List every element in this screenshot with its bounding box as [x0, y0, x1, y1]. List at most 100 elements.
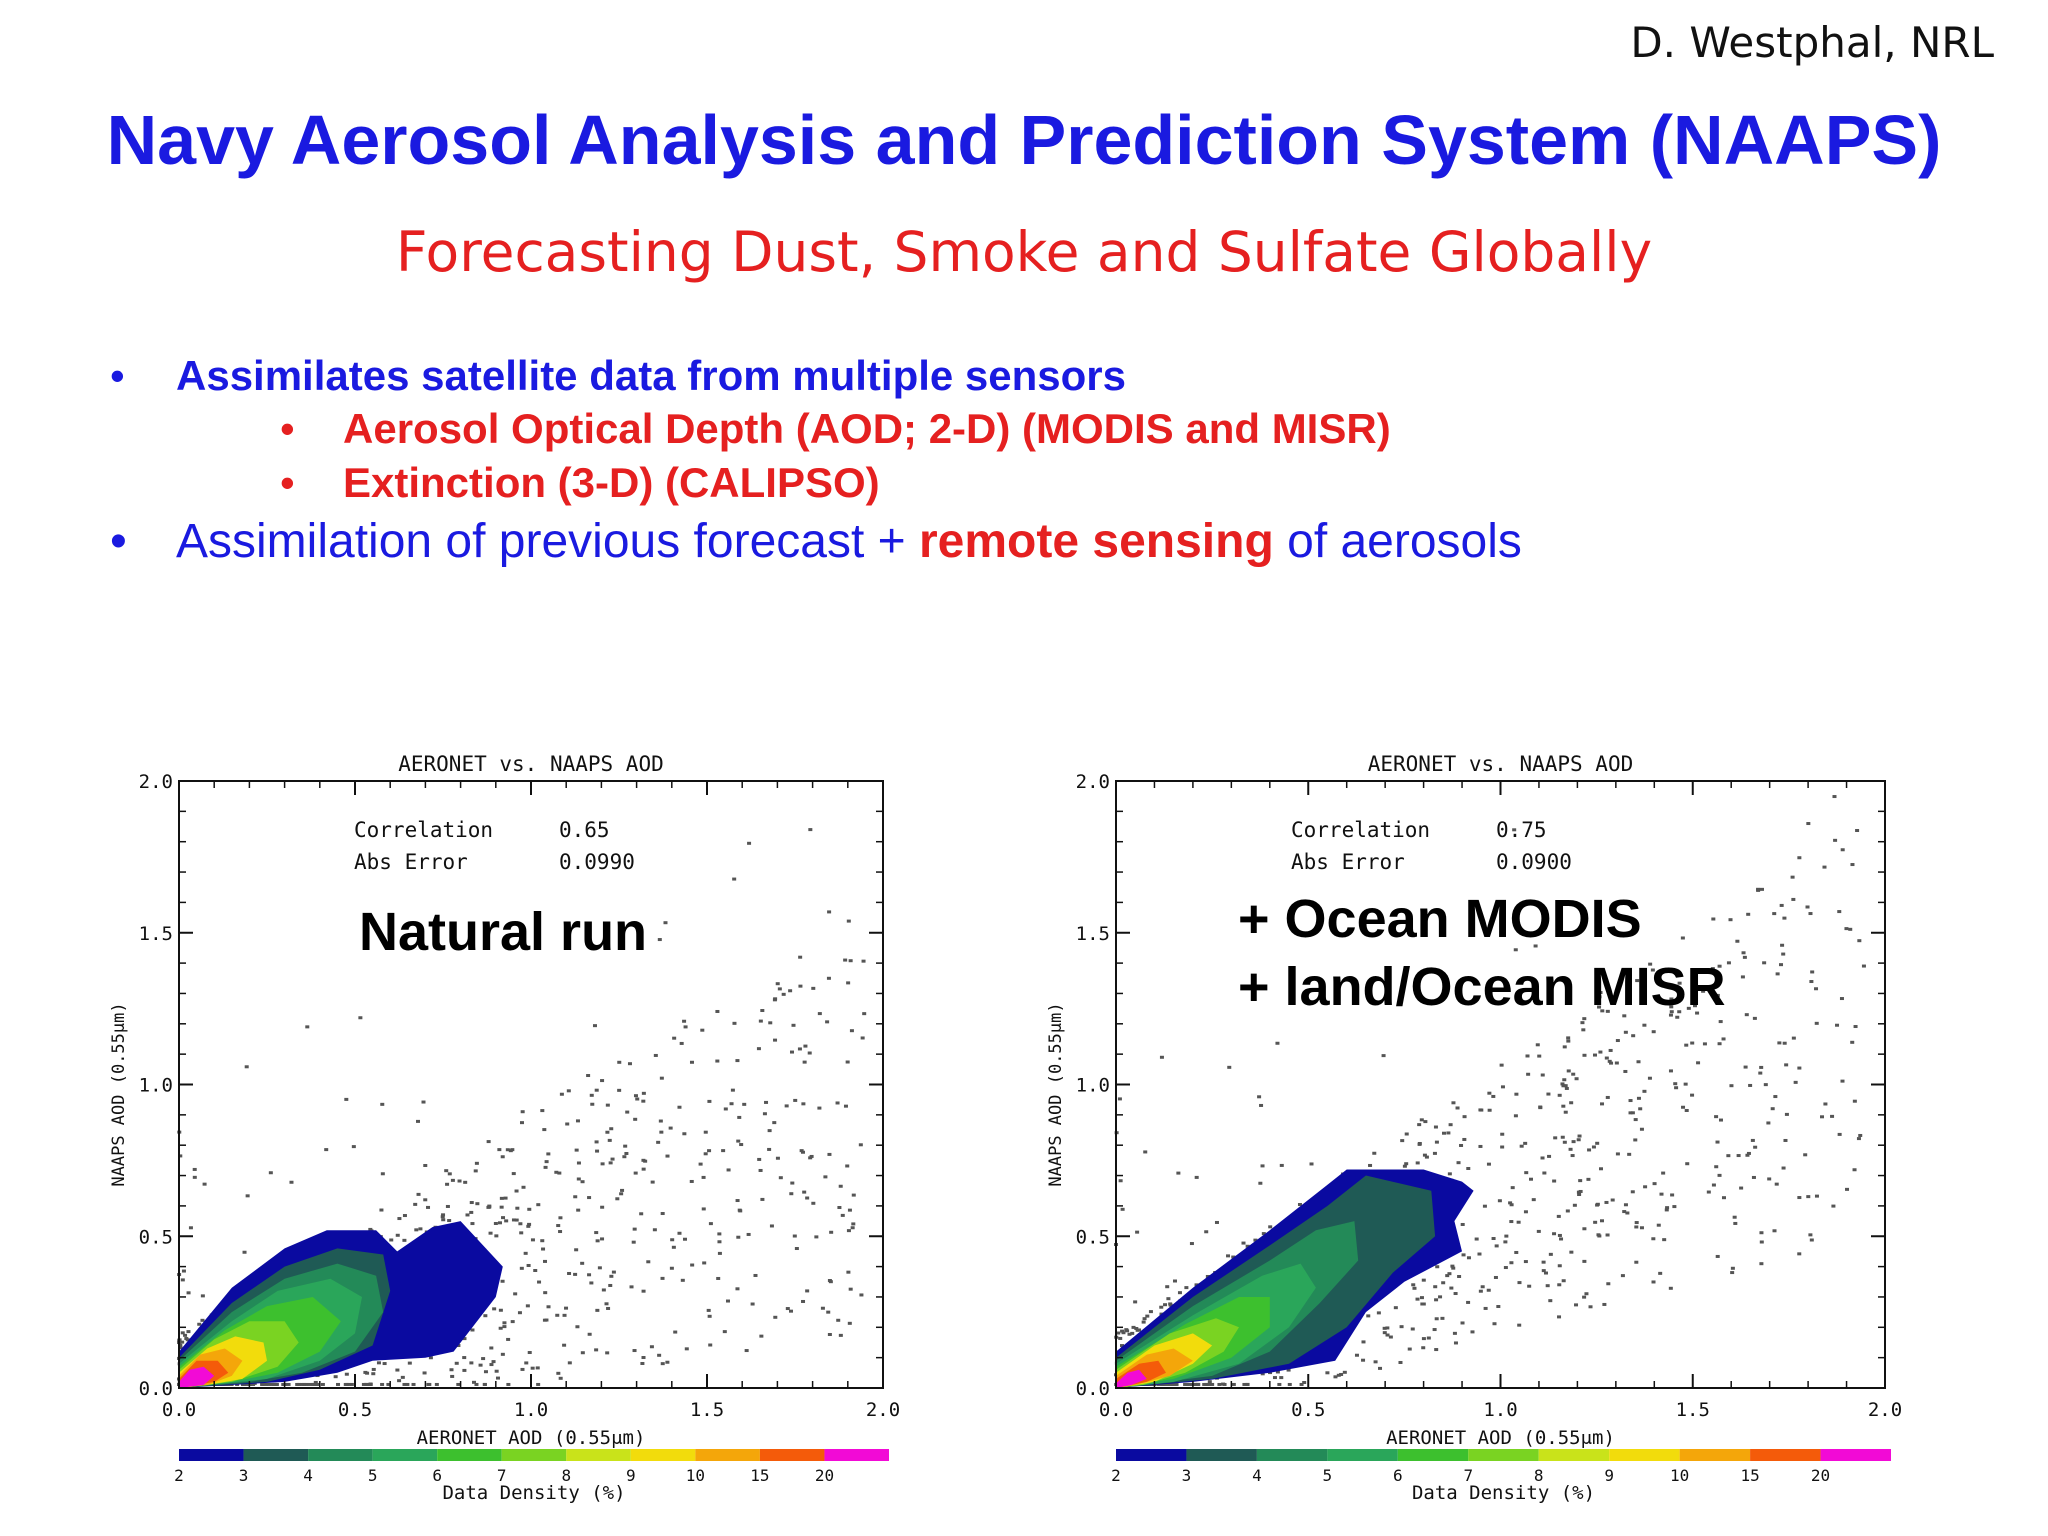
plot-2-scatter-point [1159, 1055, 1164, 1059]
plot-1-scatter-point [633, 1094, 638, 1098]
plot-1-scatter-point [441, 1213, 446, 1217]
plot-1-stat-label: Correlation [354, 818, 493, 842]
plot-2-scatter-point [1673, 1082, 1678, 1086]
plot-1-scatter-point [555, 1313, 560, 1317]
plot-2-scatter-point [1793, 1080, 1798, 1084]
plot-1-colorbar-label: 4 [303, 1466, 313, 1485]
plot-2-scatter-point [1651, 1237, 1656, 1241]
plot-2-scatter-point [1814, 987, 1819, 991]
plot-1-scatter-point [421, 1100, 426, 1104]
plot-2-annotation-line: + Ocean MODIS [1238, 889, 1642, 949]
plot-1-scatter-point [736, 1235, 741, 1239]
plot-1-scatter-point [658, 1119, 663, 1123]
plot-2-scatter-point [1419, 1296, 1424, 1300]
plot-2-scatter-point [1164, 1382, 1169, 1386]
plot-2-scatter-point [1674, 1086, 1679, 1090]
plot-2-scatter-point [1753, 1145, 1758, 1149]
plot-2-scatter-point [1557, 1283, 1562, 1287]
plot-2-scatter-point [1142, 1317, 1147, 1321]
plot-2-scatter-point [1546, 1092, 1551, 1096]
plot-1-scatter-point [594, 1088, 599, 1092]
plot-2-scatter-point [1163, 1303, 1168, 1307]
plot-1-scatter-point [558, 1230, 563, 1234]
plot-1-scatter-point [847, 1208, 852, 1212]
plot-2-scatter-point [1692, 1004, 1697, 1008]
plot-1-scatter-point [690, 1263, 695, 1267]
plot-1-scatter-point [850, 1226, 855, 1230]
plot-2-scatter-point [1690, 1041, 1695, 1045]
plot-2-scatter-point [1523, 1210, 1528, 1214]
plot-2-scatter-point [1519, 1144, 1524, 1148]
plot-1-scatter-point [798, 984, 803, 988]
plot-1-scatter-point [445, 1204, 450, 1208]
bullet-1: Assimilates satellite data from multiple… [176, 352, 1127, 399]
plot-2-scatter-point [1721, 1037, 1726, 1041]
plot-2-scatter-point [1661, 1171, 1666, 1175]
plot-2-scatter-point [1759, 1231, 1764, 1235]
plot-1-scatter-point [587, 1273, 592, 1277]
plot-2-scatter-point [1231, 1382, 1236, 1386]
plot-1-scatter-point [513, 1292, 518, 1296]
plot-1-scatter-point [768, 1021, 773, 1025]
plot-1-scatter-point [717, 1251, 722, 1255]
plot-2-scatter-point [1773, 1095, 1778, 1099]
plot-1-scatter-point [735, 1199, 740, 1203]
plot-2-scatter-point [1634, 1225, 1639, 1229]
plot-2-scatter-point [1483, 1306, 1488, 1310]
plot-2-scatter-point [1582, 1227, 1587, 1231]
plot-2-scatter-point [1491, 1094, 1496, 1098]
plot-2-scatter-point [1258, 1181, 1263, 1185]
plot-1-scatter-point [178, 1346, 183, 1350]
plot-2-y-tick-label: 1.0 [1076, 1075, 1110, 1097]
plot-2-scatter-point [1680, 936, 1685, 940]
plot-2-scatter-point [1833, 838, 1838, 842]
plot-1-scatter-point [440, 1215, 445, 1219]
plot-2-scatter-point [1732, 1215, 1737, 1219]
plot-2-scatter-point [1309, 1162, 1314, 1166]
plot-2-scatter-point [1336, 1373, 1341, 1377]
plot-2-scatter-point [1639, 1127, 1644, 1131]
plot-1-scatter-point [672, 1036, 677, 1040]
plot-1-scatter-point [541, 1247, 546, 1251]
plot-2-scatter-point [1739, 1186, 1744, 1190]
plot-2-colorbar-swatch [1468, 1449, 1539, 1461]
plot-2-scatter-point [1160, 1382, 1165, 1386]
plot-2-scatter-point [1556, 1214, 1561, 1218]
plot-1-scatter-point [798, 955, 803, 959]
plot-2-scatter-point [1648, 962, 1653, 966]
plot-2-scatter-point [1137, 1328, 1142, 1332]
plot-1-scatter-point [494, 1369, 499, 1373]
plot-1-scatter-point [295, 1382, 300, 1386]
plot-1-scatter-point [861, 959, 866, 963]
plot-1-scatter-point [575, 1325, 580, 1329]
plot-1-scatter-point [192, 1167, 197, 1171]
plot-1-scatter-point [535, 1366, 540, 1370]
plot-2-scatter-point [1664, 1208, 1669, 1212]
plot-2-scatter-point [1566, 1036, 1571, 1040]
plot-1-scatter-point [625, 1110, 630, 1114]
plot-2-scatter-point [1711, 1183, 1716, 1187]
sub-bullet-2: Extinction (3-D) (CALIPSO) [343, 459, 880, 506]
plot-1-scatter-point [574, 1248, 579, 1252]
plot-2-scatter-point [1452, 1331, 1457, 1335]
plot-2-scatter-point [1302, 1381, 1307, 1385]
plot-1-scatter-point [631, 1240, 636, 1244]
plot-1-scatter-point [407, 1361, 412, 1365]
plot-1-y-tick-label: 1.0 [139, 1075, 173, 1097]
plot-1-scatter-point [444, 1169, 449, 1173]
plot-2-scatter-point [1204, 1230, 1209, 1234]
plot-2-scatter-point [1148, 1310, 1153, 1314]
plot-1-scatter-point [530, 1238, 535, 1242]
plot-1-scatter-point [633, 1117, 638, 1121]
plot-2-scatter-point [1780, 943, 1785, 947]
plot-2-scatter-point [1733, 1221, 1738, 1225]
plot-2-scatter-point [1194, 1175, 1199, 1179]
plot-1-scatter-point [845, 1164, 850, 1168]
plot-1-scatter-point [500, 1279, 505, 1283]
plot-1-scatter-point [760, 1009, 765, 1013]
plot-2-scatter-point [1615, 1039, 1620, 1043]
plot-1-annotation: Natural run [359, 901, 647, 963]
plot-2-scatter-point [1297, 1202, 1302, 1206]
plot-2-scatter-point [1421, 1278, 1426, 1282]
plot-2-scatter-point [1850, 863, 1855, 867]
